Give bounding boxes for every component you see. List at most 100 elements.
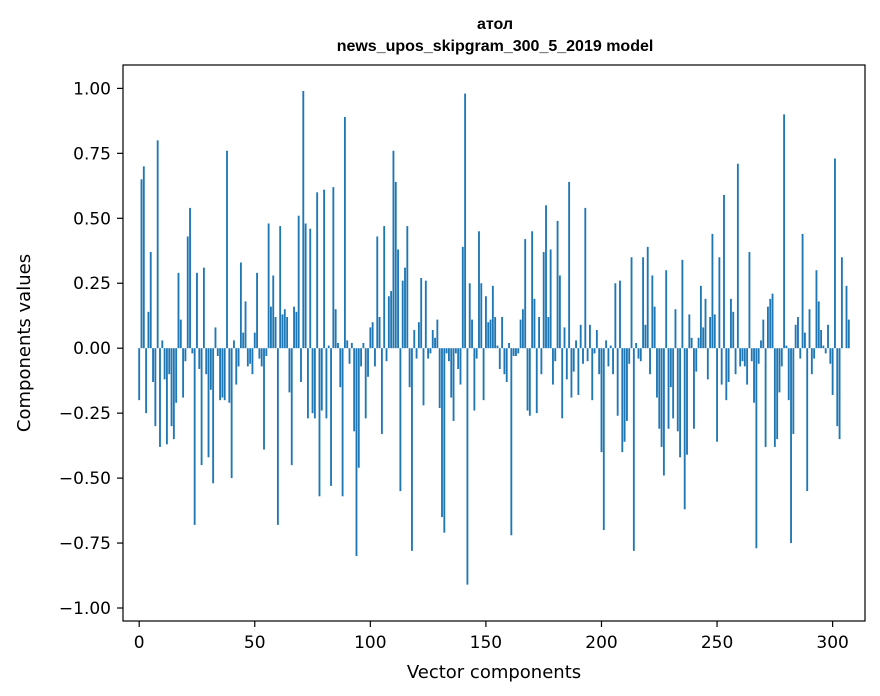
bar [461,246,464,349]
bar [623,348,626,442]
bar [256,272,258,349]
bar [517,348,520,354]
bar [454,348,457,354]
bars-group [138,90,850,585]
bar [676,348,679,432]
bar [355,348,358,557]
bar [459,348,462,385]
bar [473,348,476,411]
bar [834,158,836,349]
y-axis: −1.00 −0.75 −0.50 −0.25 0.00 0.25 0.50 0.75 1.00 [59,79,123,619]
bar [519,319,522,349]
bar [295,311,298,349]
bar [720,348,723,385]
bar [827,324,829,349]
bar [484,296,487,349]
bar [198,348,201,369]
bar [538,317,540,349]
bar [498,348,501,369]
bar [406,226,409,349]
bar [552,348,554,385]
bar [441,348,443,518]
bar [547,317,550,349]
bar [487,322,490,349]
bar [790,348,792,544]
bar [630,257,633,349]
bar [475,348,478,359]
bar [595,330,598,349]
bar [482,348,485,401]
bar [621,348,624,453]
bar [639,348,642,362]
bar [820,330,823,349]
bar [221,348,224,398]
bar [142,166,145,349]
bar [794,324,797,349]
bar [760,340,762,349]
bar [207,348,210,458]
y-tick-label: −0.50 [59,469,111,489]
bar [665,270,668,349]
bar [741,348,744,362]
bar [189,207,191,349]
bar [845,285,848,349]
bar [343,116,346,349]
bar [503,348,506,375]
bar [831,348,834,395]
bar [408,348,411,388]
bar [769,298,772,349]
bar [186,236,189,349]
bar [545,205,547,349]
bar [840,257,843,349]
bar [746,348,749,385]
bar [658,348,661,429]
bar [265,348,268,356]
bar [307,348,309,419]
bar [822,345,825,349]
bar [468,283,471,349]
bar [226,150,228,349]
bar [693,348,695,429]
bar [212,348,215,484]
bar [346,340,349,349]
y-tick-label: 0.00 [73,339,111,359]
bar [723,194,725,349]
chart-subtitle: news_upos_skipgram_300_5_2019 model [337,38,654,55]
bar [438,348,441,408]
bar [431,330,434,349]
bar [348,348,351,364]
bar [699,285,702,349]
bar [561,348,564,419]
bar [313,348,316,419]
bar [577,348,580,395]
bar [300,348,302,382]
bar [443,348,446,533]
bar [380,348,383,434]
bar [730,298,732,349]
bar [706,348,709,380]
bar [209,348,212,390]
bar [753,348,755,403]
bar [619,280,621,349]
bar [341,348,344,497]
bar [598,348,601,375]
x-tick-label: 250 [701,633,733,653]
bar [642,257,645,349]
bar [579,324,582,349]
bar [582,348,584,364]
bar [806,348,809,492]
bar [797,317,799,349]
bar [528,348,531,416]
bar [773,348,776,447]
bar [436,319,439,349]
bar [394,181,397,349]
bar [810,348,813,375]
bar [521,309,524,349]
bar [334,309,337,349]
bar [644,324,647,349]
bar [383,226,386,349]
bar [374,348,376,367]
bar [755,348,758,549]
bar [815,270,818,349]
bar [637,348,640,359]
